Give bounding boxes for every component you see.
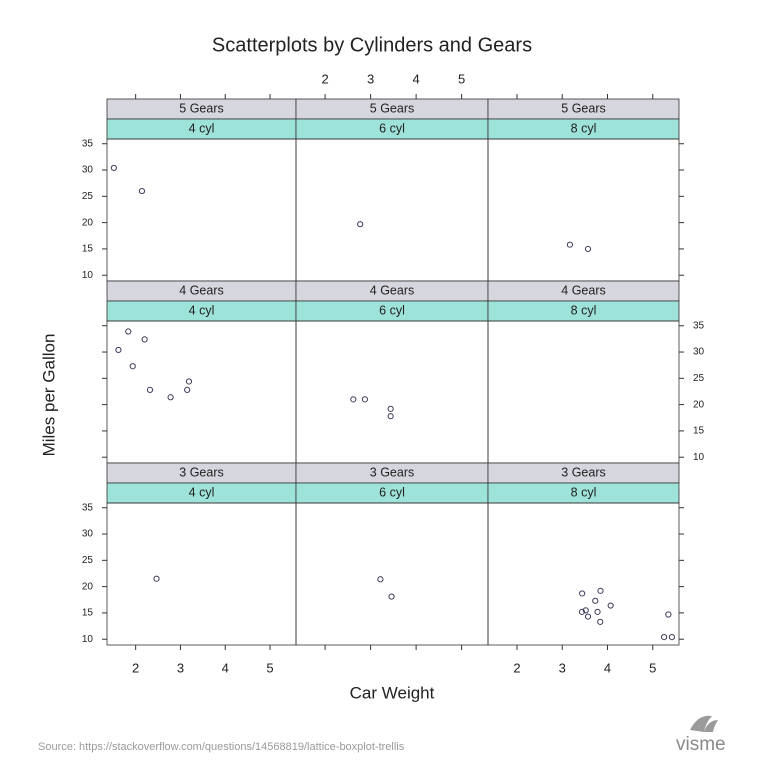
x-tick-label: 3 xyxy=(177,660,184,675)
gear-strip-label: 3 Gears xyxy=(179,465,223,479)
x-tick-label: 2 xyxy=(513,660,520,675)
y-tick-label: 15 xyxy=(82,608,94,619)
point xyxy=(350,396,357,403)
point xyxy=(185,378,193,385)
y-tick-label: 30 xyxy=(82,165,94,176)
gear-strip-label: 3 Gears xyxy=(561,465,605,479)
y-tick-label: 10 xyxy=(82,270,94,281)
point xyxy=(387,413,394,420)
point xyxy=(582,607,589,614)
logo: visme xyxy=(676,715,726,755)
x-tick-label: 4 xyxy=(412,71,419,86)
x-tick-label: 4 xyxy=(604,660,611,675)
point xyxy=(115,346,122,354)
point xyxy=(594,608,601,615)
logo-text: visme xyxy=(676,734,726,755)
cyl-strip-label: 4 cyl xyxy=(189,303,215,317)
x-tick-label: 4 xyxy=(222,660,229,675)
y-tick-label: 20 xyxy=(82,581,94,592)
y-tick-label: 35 xyxy=(693,320,705,331)
y-tick-label: 15 xyxy=(693,426,705,437)
cyl-strip-label: 8 cyl xyxy=(571,485,597,499)
cyl-strip-label: 4 cyl xyxy=(189,485,215,499)
cyl-strip-label: 4 cyl xyxy=(189,121,215,135)
point xyxy=(357,221,364,228)
point xyxy=(167,394,174,401)
y-axis-title: Miles per Gallon xyxy=(39,334,58,457)
point xyxy=(146,386,154,393)
logo-icon xyxy=(690,715,718,732)
point xyxy=(597,618,604,625)
x-tick-label: 3 xyxy=(367,71,374,86)
point xyxy=(597,587,604,594)
y-tick-label: 25 xyxy=(693,373,705,384)
point xyxy=(592,597,599,604)
point xyxy=(361,396,369,403)
gear-strip-label: 4 Gears xyxy=(179,283,223,297)
panel-frame xyxy=(106,320,297,464)
x-tick-label: 2 xyxy=(132,660,139,675)
gear-strip-label: 5 Gears xyxy=(561,101,605,115)
y-tick-label: 25 xyxy=(82,191,94,202)
point xyxy=(138,187,146,195)
point xyxy=(607,602,614,609)
source-note: Source: https://stackoverflow.com/questi… xyxy=(38,741,405,753)
gear-strip-label: 4 Gears xyxy=(561,283,605,297)
y-tick-label: 35 xyxy=(82,502,94,513)
x-tick-label: 3 xyxy=(559,660,566,675)
panel-frame xyxy=(295,320,489,464)
cyl-strip-label: 8 cyl xyxy=(571,121,597,135)
cyl-strip-label: 6 cyl xyxy=(379,121,405,135)
point xyxy=(387,405,394,412)
x-tick-label: 5 xyxy=(458,71,465,86)
point xyxy=(388,593,395,600)
cyl-strip-label: 6 cyl xyxy=(379,485,405,499)
x-tick-label: 2 xyxy=(322,71,329,86)
point xyxy=(584,245,592,253)
panel-frame xyxy=(295,138,489,282)
x-axis-title: Car Weight xyxy=(350,683,435,702)
y-tick-label: 20 xyxy=(82,217,94,228)
point xyxy=(665,611,672,618)
point xyxy=(129,363,136,370)
point xyxy=(125,328,132,335)
y-tick-label: 10 xyxy=(693,452,705,463)
point xyxy=(660,634,668,641)
point xyxy=(141,336,148,343)
gear-strip-label: 3 Gears xyxy=(370,465,414,479)
y-tick-label: 10 xyxy=(82,634,94,645)
y-tick-label: 35 xyxy=(82,138,94,149)
cyl-strip-label: 8 cyl xyxy=(571,303,597,317)
gear-strip-label: 5 Gears xyxy=(370,101,414,115)
y-tick-label: 20 xyxy=(693,399,705,410)
y-tick-label: 25 xyxy=(82,555,94,566)
point xyxy=(578,608,586,615)
y-tick-label: 15 xyxy=(82,244,94,255)
point xyxy=(377,576,384,583)
panel-frame xyxy=(487,138,680,282)
panel-frame xyxy=(487,502,680,646)
panel-frame xyxy=(295,502,489,646)
gear-strip-label: 4 Gears xyxy=(370,283,414,297)
cyl-strip-label: 6 cyl xyxy=(379,303,405,317)
point xyxy=(668,634,676,641)
point xyxy=(579,590,586,597)
x-tick-label: 5 xyxy=(649,660,656,675)
y-tick-label: 30 xyxy=(82,529,94,540)
y-tick-label: 30 xyxy=(693,347,705,358)
x-tick-label: 5 xyxy=(266,660,273,675)
point xyxy=(566,241,574,248)
chart-title: Scatterplots by Cylinders and Gears xyxy=(212,34,532,56)
panel-frame xyxy=(487,320,680,464)
point xyxy=(184,386,191,393)
point xyxy=(584,613,592,620)
panel-frame xyxy=(106,138,297,282)
gear-strip-label: 5 Gears xyxy=(179,101,223,115)
point xyxy=(110,164,117,172)
panel-frame xyxy=(106,502,297,646)
point xyxy=(153,575,160,582)
